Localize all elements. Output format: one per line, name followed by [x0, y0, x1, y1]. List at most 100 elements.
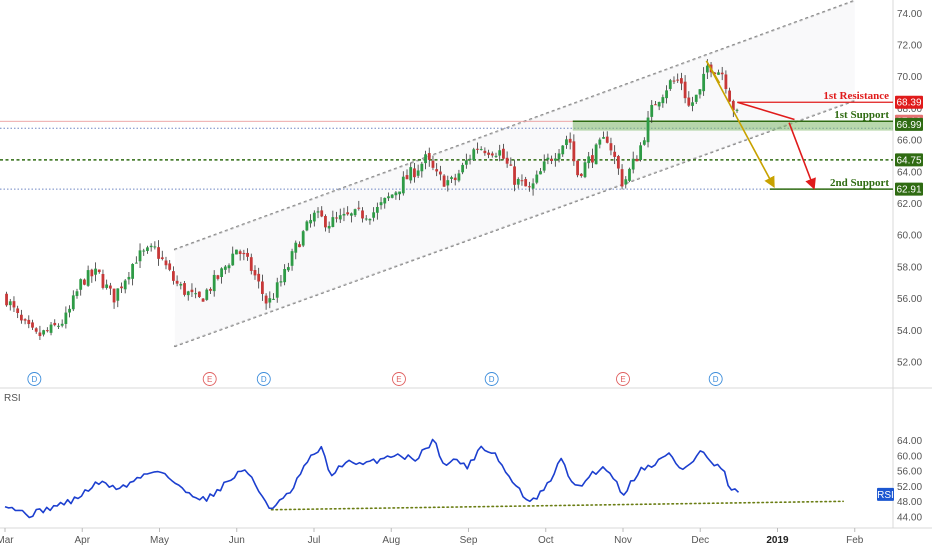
earnings-event-marker[interactable]: E	[202, 372, 217, 386]
price-tick-label: 66.00	[897, 136, 922, 147]
price-panel[interactable]: 52.00 54.00 56.00 58.00 60.00 62.00 64.00 66.00…	[0, 0, 932, 528]
candle-body	[153, 246, 157, 248]
x-tick-label: Dec	[691, 535, 709, 546]
price-badge: 62.91	[895, 182, 923, 196]
candle-body	[272, 298, 275, 300]
candle-body	[220, 268, 224, 278]
event-marker-label: E	[207, 375, 212, 384]
candle-body	[594, 144, 598, 165]
event-marker-circle[interactable]	[27, 372, 42, 386]
candle-body	[16, 308, 20, 314]
candle-body	[624, 179, 628, 185]
price-badge: 68.39	[895, 95, 923, 109]
candle-body	[550, 158, 554, 161]
candle-body	[142, 250, 146, 252]
candle-body	[160, 257, 164, 260]
event-marker-circle[interactable]	[484, 372, 499, 386]
event-marker-circle[interactable]	[256, 372, 271, 386]
candle-body	[591, 155, 594, 163]
dividend-event-marker[interactable]: D	[27, 372, 42, 386]
projection-arrow-red-b	[788, 122, 816, 190]
candle-body	[735, 109, 739, 111]
candle-body	[561, 145, 565, 155]
candle-body	[131, 264, 135, 279]
candle-body	[249, 257, 253, 271]
candle-body	[53, 322, 57, 326]
candle-body	[524, 179, 528, 187]
candle-body	[416, 170, 420, 176]
candle-body	[172, 271, 175, 281]
candle-body	[513, 166, 516, 185]
candle-body	[235, 249, 238, 255]
candle-body	[438, 171, 442, 175]
candle-body	[361, 210, 364, 219]
candle-body	[179, 283, 183, 286]
x-tick-label: 2019	[766, 535, 789, 546]
candle-body	[687, 97, 691, 106]
candle-body	[668, 80, 672, 89]
event-marker-circle[interactable]	[708, 372, 723, 386]
earnings-event-marker[interactable]: E	[616, 372, 630, 386]
candle-body	[639, 145, 643, 160]
candle-body	[409, 167, 413, 181]
candle-body	[197, 291, 201, 298]
candle-body	[398, 191, 401, 195]
candle-body	[238, 251, 242, 254]
price-badge-bg	[895, 117, 923, 131]
candle-body	[698, 89, 702, 95]
price-tick-label: 60.00	[897, 231, 922, 242]
candle-body	[379, 202, 383, 206]
candle-body	[579, 173, 583, 176]
candle-body	[116, 288, 120, 301]
price-tick-label: 54.00	[897, 326, 922, 337]
candle-body	[242, 252, 246, 255]
candle-body	[476, 148, 479, 150]
event-marker-circle[interactable]	[392, 372, 406, 386]
candle-body	[223, 266, 227, 270]
candle-body	[49, 324, 53, 333]
candle-body	[123, 280, 127, 290]
candle-body	[509, 164, 513, 166]
earnings-event-marker[interactable]: E	[392, 372, 406, 386]
candle-body	[587, 156, 591, 164]
candle-body	[290, 251, 294, 266]
projection-arrow-orange	[705, 60, 775, 189]
dividend-event-marker[interactable]: D	[708, 372, 723, 386]
candle-body	[357, 207, 361, 209]
candle-body	[168, 263, 172, 270]
candle-body	[539, 171, 542, 175]
candle-body	[461, 164, 465, 173]
event-marker-circle[interactable]	[202, 372, 217, 386]
candle-body	[413, 168, 416, 178]
candle-body	[487, 152, 490, 155]
rsi-panel[interactable]: RSI 44.00 48.00 52.00 56.00 60.00 64.00 RSI	[4, 393, 922, 524]
candle-body	[490, 153, 494, 156]
candle-body	[694, 94, 698, 102]
candle-body	[64, 312, 68, 324]
candle-body	[105, 284, 109, 288]
candle-body	[527, 186, 531, 188]
candle-body	[705, 65, 709, 73]
x-tick-label: Mar	[0, 535, 14, 546]
dividend-event-marker[interactable]: D	[256, 372, 271, 386]
candle-body	[502, 148, 505, 159]
candle-body	[68, 308, 71, 313]
price-badge: 64.75	[895, 153, 923, 167]
candle-body	[312, 212, 316, 222]
candle-body	[683, 81, 687, 99]
candle-body	[97, 269, 101, 273]
candle-body	[427, 153, 431, 160]
candle-body	[557, 153, 561, 160]
candle-body	[316, 211, 320, 213]
candle-body	[531, 183, 535, 189]
candle-body	[149, 245, 153, 248]
candle-body	[431, 160, 435, 168]
candle-body	[650, 104, 654, 117]
rsi-tick-label: 64.00	[897, 436, 922, 447]
event-marker-circle[interactable]	[616, 372, 630, 386]
candle-body	[253, 270, 257, 276]
candle-body	[479, 149, 483, 151]
dividend-event-marker[interactable]: D	[484, 372, 499, 386]
candle-body	[286, 267, 290, 271]
